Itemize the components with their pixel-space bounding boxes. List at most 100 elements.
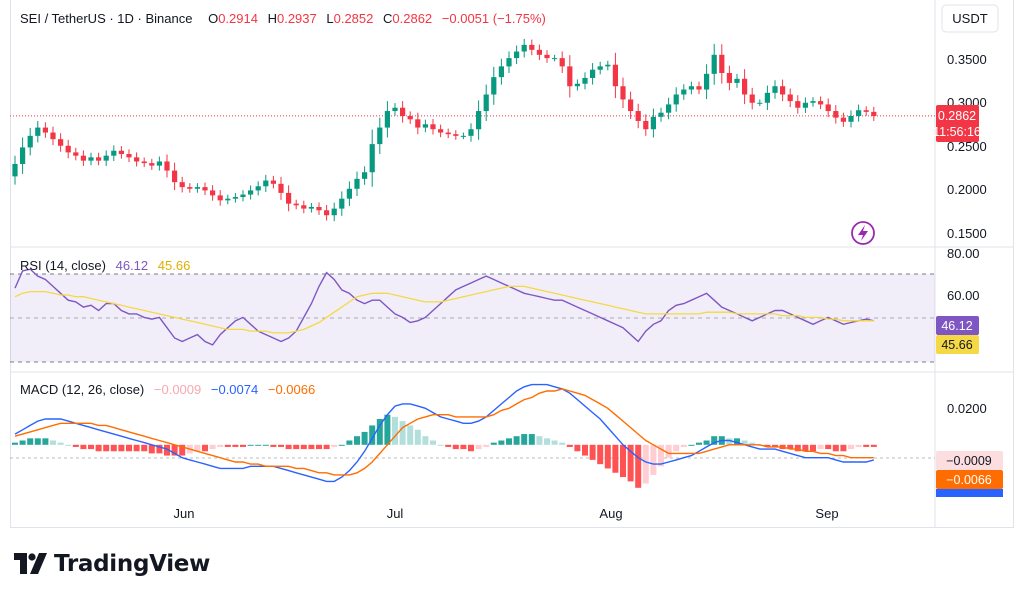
candle-body: [42, 127, 48, 133]
macd-histogram-bar: [559, 442, 566, 445]
rsi-axis[interactable]: 80.00 60.00: [947, 246, 980, 303]
macd-histogram-bar: [422, 436, 429, 445]
macd-label: MACD (12, 26, close): [20, 382, 144, 397]
legend-h-label: H: [268, 11, 277, 26]
macd-histogram-bar: [57, 442, 64, 445]
time-tick: Aug: [599, 506, 622, 521]
candle-body: [172, 170, 178, 183]
candle-body: [111, 150, 117, 156]
candle-body: [605, 64, 611, 67]
macd-histogram-bar: [703, 440, 710, 445]
candle-body: [757, 102, 763, 104]
chart-canvas[interactable]: SEI / TetherUS · 1D · Binance O0.2914 H0…: [0, 0, 1024, 540]
candle-body: [871, 111, 877, 116]
candle-body: [339, 198, 345, 209]
last-price-value: 0.2862: [938, 109, 976, 123]
price-axis[interactable]: 0.3500 0.3000 0.2500 0.2000 0.1500: [947, 52, 987, 241]
candle-body: [392, 107, 398, 112]
tradingview-logo[interactable]: TradingView: [14, 550, 210, 578]
macd-histogram-bar: [171, 444, 178, 456]
macd-histogram-bar: [361, 431, 368, 445]
macd-histogram-bar: [483, 444, 490, 447]
candle-body: [734, 78, 740, 83]
macd-histogram-bar: [696, 442, 702, 445]
macd-histogram-bar: [490, 442, 497, 445]
chart-frame[interactable]: [10, 0, 1014, 528]
candle-body: [445, 132, 451, 135]
rsi-ma-line: [14, 285, 874, 334]
macd-histogram-bar: [346, 440, 353, 445]
candle-body: [73, 152, 79, 156]
candle-body: [802, 102, 808, 108]
macd-histogram-bar: [794, 444, 801, 452]
candle-body: [134, 157, 140, 162]
candle-body: [346, 188, 352, 199]
candle-body: [331, 208, 337, 216]
candle-body: [559, 58, 565, 67]
macd-histogram-bar: [285, 444, 292, 450]
macd-histogram-bar: [19, 440, 26, 445]
candle-body: [597, 66, 603, 70]
rsi-ma-tag: [936, 335, 979, 354]
rsi-ma-tag-text: 45.66: [941, 338, 972, 352]
macd-histogram-bar: [475, 444, 482, 450]
candle-body: [635, 111, 641, 121]
macd-histogram-bar: [840, 444, 847, 452]
candle-body: [688, 86, 694, 90]
price-tick: 0.1500: [947, 226, 987, 241]
macd-histogram-bar: [232, 444, 239, 447]
candle-body: [643, 120, 649, 130]
candle-body: [248, 190, 254, 195]
candle-body: [863, 110, 869, 112]
time-axis[interactable]: Jun Jul Aug Sep: [174, 506, 839, 521]
candle-body: [58, 139, 64, 146]
candle-body: [12, 163, 18, 177]
legend-change: −0.0051 (−1.75%): [442, 11, 546, 26]
macd-histogram-bar: [612, 444, 619, 473]
lightning-icon[interactable]: [851, 221, 875, 245]
macd-histogram-bar: [88, 444, 94, 450]
macd-histogram-bar: [604, 444, 611, 469]
macd-histogram-bar: [582, 444, 588, 456]
macd-hist-value: −0.0009: [154, 382, 201, 397]
macd-histogram-bar: [209, 444, 216, 450]
candle-body: [787, 94, 793, 102]
candle-body: [840, 117, 846, 122]
macd-histogram-bar: [42, 438, 49, 445]
legend-c-label: C: [383, 11, 392, 26]
macd-histogram-bar: [711, 436, 718, 445]
time-tick: Sep: [815, 506, 838, 521]
candle-body: [20, 147, 26, 164]
macd-histogram-bar: [688, 444, 695, 446]
candle-body: [141, 161, 147, 164]
macd-histogram-bar: [825, 444, 832, 450]
legend-symbol: SEI / TetherUS · 1D · Binance: [20, 11, 192, 26]
macd-histogram-bar: [734, 438, 740, 445]
candle-body: [301, 205, 307, 209]
candle-body: [80, 155, 86, 161]
currency-button[interactable]: [941, 4, 999, 33]
candle-body: [27, 135, 33, 148]
candle-body: [270, 180, 276, 184]
macd-histogram-bar: [673, 444, 680, 452]
macd-histogram-bar: [369, 425, 376, 445]
candle-body: [848, 116, 854, 122]
macd-histogram-bar: [772, 444, 778, 447]
macd-histogram-bar: [240, 444, 246, 447]
macd-histogram-bar: [802, 444, 809, 452]
macd-histogram-bar: [148, 444, 155, 454]
candle-body: [308, 206, 314, 209]
candle-body: [438, 129, 444, 133]
candle-body: [498, 66, 504, 78]
candle-body: [764, 92, 770, 103]
candle-body: [422, 124, 428, 128]
macd-histogram-bar: [316, 444, 322, 450]
macd-histogram-bar: [270, 444, 277, 447]
macd-histogram-bar: [27, 438, 34, 445]
macd-histogram-bar: [331, 444, 338, 447]
time-tick: Jun: [174, 506, 195, 521]
macd-histogram-bar: [832, 444, 839, 452]
candle-body: [612, 64, 618, 87]
macd-histogram-bar: [50, 440, 56, 445]
tradingview-logo-text: TradingView: [54, 551, 211, 577]
